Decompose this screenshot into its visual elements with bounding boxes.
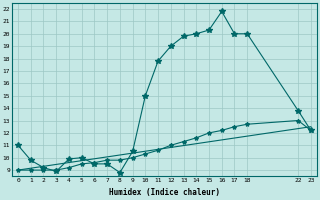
X-axis label: Humidex (Indice chaleur): Humidex (Indice chaleur) [109,188,220,197]
